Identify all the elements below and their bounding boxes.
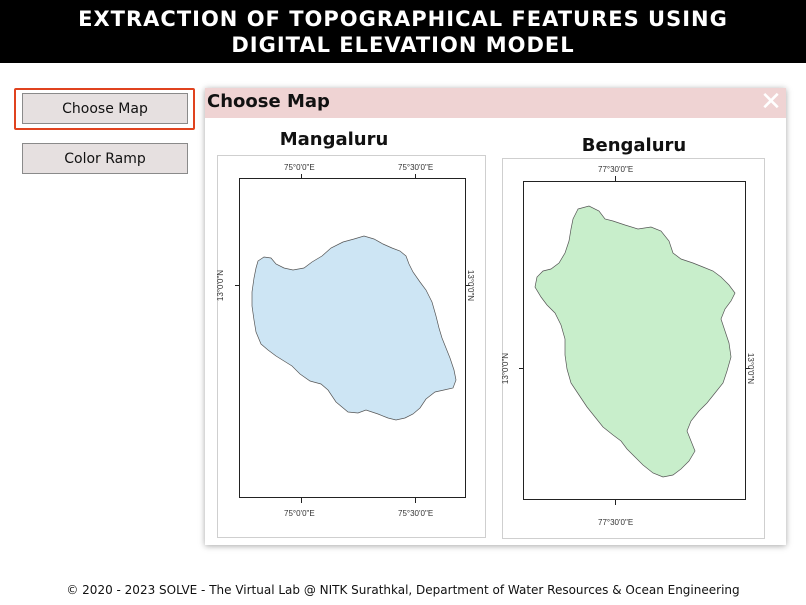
map-frame <box>239 178 466 498</box>
footer-copyright: © 2020 - 2023 SOLVE - The Virtual Lab @ … <box>66 583 740 597</box>
tick-mark <box>415 498 416 503</box>
color-ramp-button[interactable]: Color Ramp <box>22 143 188 174</box>
map-title-mangaluru: Mangaluru <box>279 129 389 150</box>
header-title-line1: EXTRACTION OF TOPOGRAPHICAL FEATURES USI… <box>78 7 728 31</box>
tick-mark <box>519 368 524 369</box>
choose-map-highlight <box>14 88 195 130</box>
map-title-bengaluru: Bengaluru <box>581 135 687 156</box>
tick-mark <box>615 500 616 505</box>
map-shape-bengaluru <box>534 205 736 478</box>
tick-label: 77°30'0"E <box>598 518 634 527</box>
tick-mark <box>615 176 616 181</box>
region-outline <box>534 205 736 478</box>
tick-mark <box>415 174 416 179</box>
tick-label: 75°30'0"E <box>398 163 434 172</box>
modal-title: Choose Map <box>207 91 330 112</box>
tick-label: 75°0'0"E <box>284 163 315 172</box>
tick-mark <box>465 285 470 286</box>
tick-mark <box>301 498 302 503</box>
modal-title-bar: Choose Map ✕ <box>205 88 786 118</box>
tick-mark <box>745 368 750 369</box>
page-header: EXTRACTION OF TOPOGRAPHICAL FEATURES USI… <box>0 0 806 63</box>
tick-label: 77°30'0"E <box>598 165 634 174</box>
map-shape-mangaluru <box>251 235 457 421</box>
close-icon[interactable]: ✕ <box>760 87 782 117</box>
map-frame <box>523 181 746 500</box>
tick-label: 75°30'0"E <box>398 509 434 518</box>
choose-map-modal: Choose Map ✕ Mangaluru 75°0'0"E 75°30'0"… <box>205 88 786 545</box>
choose-map-button[interactable]: Choose Map <box>22 93 188 124</box>
tick-mark <box>301 174 302 179</box>
tick-label: 75°0'0"E <box>284 509 315 518</box>
header-title-line2: DIGITAL ELEVATION MODEL <box>231 33 575 57</box>
tick-mark <box>235 285 240 286</box>
map-card-bengaluru[interactable]: 77°30'0"E 77°30'0"E 13°0'0"N 13°0'0"N <box>501 158 765 539</box>
map-card-mangaluru[interactable]: 75°0'0"E 75°30'0"E 75°0'0"E 75°30'0"E 13… <box>216 155 486 538</box>
region-outline <box>251 235 457 421</box>
